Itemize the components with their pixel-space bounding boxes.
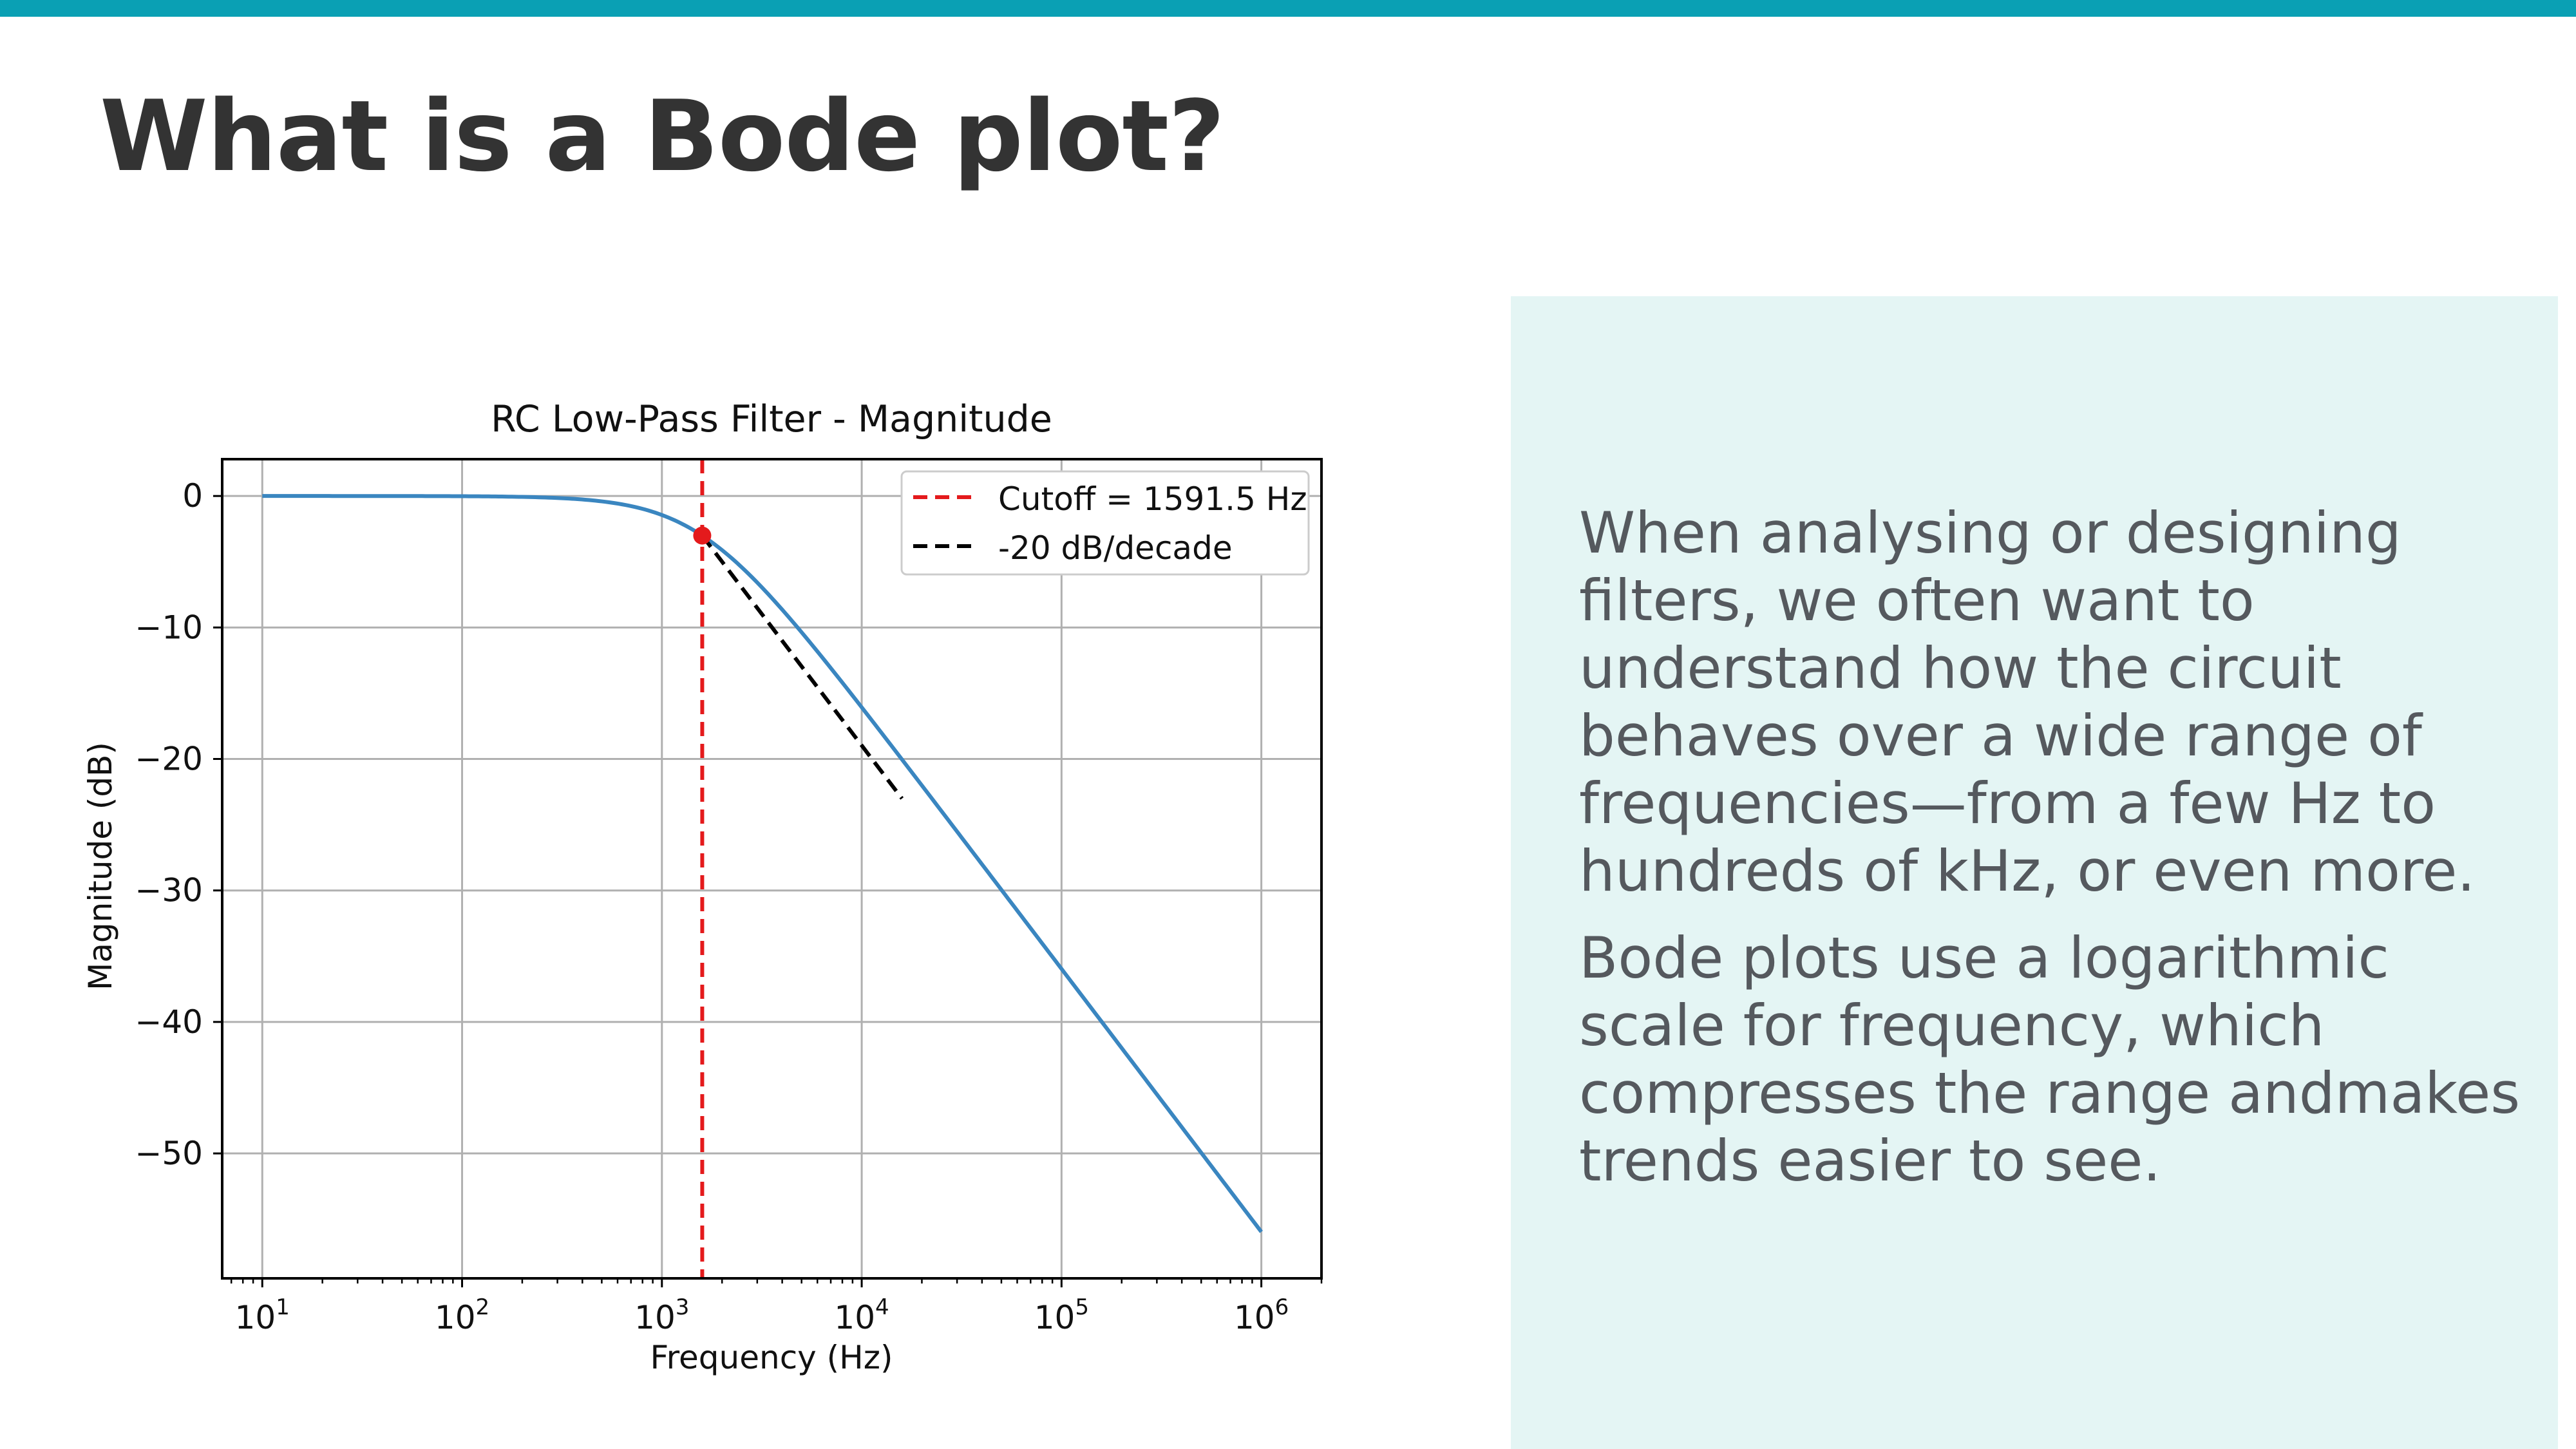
x-tick-exponent: 1 [276,1294,290,1320]
panel-text: When analysing or designing filters, we … [1579,499,2545,1214]
x-tick-label: 105 [1034,1294,1089,1336]
x-tick-label: 103 [634,1294,689,1336]
x-tick-label: 106 [1234,1294,1289,1336]
legend: Cutoff = 1591.5 Hz -20 dB/decade [900,470,1310,576]
x-tick-exponent: 6 [1275,1294,1289,1320]
x-tick-base: 10 [235,1299,276,1336]
y-tick-labels: 0 −10 −20 −30 −40 −50 [135,477,203,1172]
x-tick-label: 104 [834,1294,889,1336]
grid [222,459,1321,1278]
legend-label-cutoff: Cutoff = 1591.5 Hz [998,480,1307,518]
chart-title: RC Low-Pass Filter - Magnitude [491,398,1052,440]
chart-svg: RC Low-Pass Filter - Magnitude 101 102 103… [82,398,1323,1376]
x-tick-exponent: 5 [1075,1294,1089,1320]
slope-line [701,534,904,800]
y-axis-label: Magnitude (dB) [82,742,119,990]
x-tick-base: 10 [1034,1299,1075,1336]
slide-title: What is a Bode plot? [100,79,1225,193]
cutoff-point [693,526,712,545]
paragraph-log-scale: Bode plots use a logarithmic scale for f… [1579,925,2521,1194]
legend-label-slope: -20 dB/decade [998,529,1233,567]
x-tick-base: 10 [435,1299,476,1336]
y-tick-label: −50 [135,1135,203,1172]
x-tick-base: 10 [834,1299,875,1336]
text-panel: When analysing or designing filters, we … [1511,296,2558,1449]
y-tick-label: −10 [135,609,203,646]
legend-box [900,470,1310,576]
x-tick-exponent: 3 [676,1294,690,1320]
bode-chart: RC Low-Pass Filter - Magnitude 101 102 103… [0,361,1481,1449]
x-tick-labels: 101 102 103 104 105 106 [235,1294,1289,1336]
x-tick-label: 102 [435,1294,489,1336]
y-tick-label: 0 [182,477,203,515]
x-tick-base: 10 [634,1299,676,1336]
axis-ticks [213,495,1263,1287]
magnitude-curve [262,494,1263,1233]
plot-frame [221,458,1323,1280]
x-tick-base: 10 [1234,1299,1275,1336]
x-tick-exponent: 2 [476,1294,490,1320]
y-tick-label: −20 [135,741,203,778]
y-tick-label: −30 [135,872,203,909]
x-minor-ticks [230,1278,1323,1283]
y-tick-label: −40 [135,1003,203,1041]
x-axis-label: Frequency (Hz) [650,1339,893,1376]
x-tick-exponent: 4 [875,1294,889,1320]
top-accent-bar [0,0,2576,17]
paragraph-filters: When analysing or designing filters, we … [1579,500,2476,904]
x-tick-label: 101 [235,1294,290,1336]
